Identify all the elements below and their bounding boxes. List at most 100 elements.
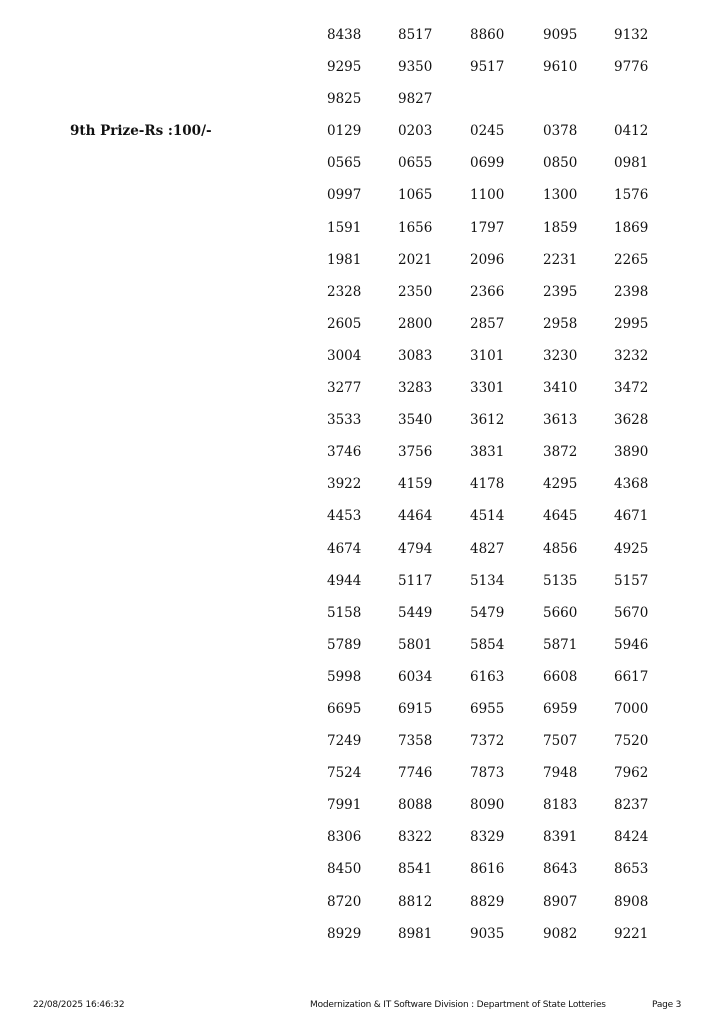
winning-number: 8438 <box>327 27 362 43</box>
winning-number: 4453 <box>327 508 362 525</box>
winning-number: 1981 <box>327 251 362 268</box>
winning-number: 4944 <box>327 572 362 589</box>
winning-number: 8322 <box>398 829 433 846</box>
winning-number: 0129 <box>327 123 362 140</box>
winning-number: 3283 <box>398 380 433 397</box>
winning-number: 1100 <box>470 187 505 204</box>
winning-number: 6695 <box>327 700 362 717</box>
winning-number: 9610 <box>543 59 578 76</box>
winning-number: 8517 <box>398 27 433 43</box>
results-table: 8438 8517 8860 9095 9132 9295 9350 9517 9610 9776… <box>0 27 724 958</box>
winning-number: 2021 <box>398 251 433 268</box>
winning-number: 2800 <box>398 315 433 332</box>
number-row: 3922 4159 4178 4295 4368 <box>0 476 724 508</box>
winning-number: 5998 <box>327 668 362 685</box>
winning-number: 7746 <box>398 765 433 782</box>
number-row: 9825 9827 <box>0 91 724 123</box>
number-row: 8929 8981 9035 9082 9221 <box>0 926 724 958</box>
winning-number: 1065 <box>398 187 433 204</box>
winning-number: 7948 <box>543 765 578 782</box>
winning-number: 7507 <box>543 733 578 750</box>
winning-number: 8616 <box>470 861 505 878</box>
number-row: 3746 3756 3831 3872 3890 <box>0 444 724 476</box>
winning-number: 3746 <box>327 444 362 461</box>
winning-number: 0699 <box>470 155 505 172</box>
winning-number: 9350 <box>398 59 433 76</box>
winning-number: 4514 <box>470 508 505 525</box>
winning-number: 3472 <box>614 380 649 397</box>
winning-number: 5871 <box>543 636 578 653</box>
winning-number: 1869 <box>614 219 649 236</box>
footer-page-number: Page 3 <box>652 1000 682 1010</box>
winning-number: 5479 <box>470 604 505 621</box>
winning-number: 4827 <box>470 540 505 557</box>
winning-number: 8329 <box>470 829 505 846</box>
winning-number: 3922 <box>327 476 362 493</box>
footer-timestamp: 22/08/2025 16:46:32 <box>33 1000 125 1010</box>
winning-number: 8237 <box>614 797 649 814</box>
winning-number: 2857 <box>470 315 505 332</box>
winning-number: 8424 <box>614 829 649 846</box>
number-row: 0997 1065 1100 1300 1576 <box>0 187 724 219</box>
winning-number: 0565 <box>327 155 362 172</box>
winning-number: 8643 <box>543 861 578 878</box>
winning-number: 6617 <box>614 668 649 685</box>
winning-number: 2995 <box>614 315 649 332</box>
winning-number: 2328 <box>327 283 362 300</box>
number-row: 5998 6034 6163 6608 6617 <box>0 669 724 701</box>
number-row: 5789 5801 5854 5871 5946 <box>0 637 724 669</box>
winning-number: 8541 <box>398 861 433 878</box>
winning-number: 2096 <box>470 251 505 268</box>
winning-number: 5134 <box>470 572 505 589</box>
winning-number: 8391 <box>543 829 578 846</box>
winning-number: 3277 <box>327 380 362 397</box>
winning-number: 7249 <box>327 733 362 750</box>
winning-number: 5117 <box>398 572 433 589</box>
number-row: 8306 8322 8329 8391 8424 <box>0 829 724 861</box>
winning-number: 3004 <box>327 347 362 364</box>
winning-number: 8720 <box>327 893 362 910</box>
winning-number: 2395 <box>543 283 578 300</box>
number-row: 8450 8541 8616 8643 8653 <box>0 861 724 893</box>
winning-number: 3756 <box>398 444 433 461</box>
winning-number: 4295 <box>543 476 578 493</box>
winning-number: 2398 <box>614 283 649 300</box>
winning-number: 8829 <box>470 893 505 910</box>
winning-number: 5946 <box>614 636 649 653</box>
winning-number: 1656 <box>398 219 433 236</box>
winning-number: 9132 <box>614 27 649 43</box>
winning-number: 3612 <box>470 412 505 429</box>
winning-number: 8090 <box>470 797 505 814</box>
winning-number: 3831 <box>470 444 505 461</box>
winning-number: 1591 <box>327 219 362 236</box>
winning-number: 6034 <box>398 668 433 685</box>
winning-number: 1859 <box>543 219 578 236</box>
winning-number: 0245 <box>470 123 505 140</box>
winning-number: 1300 <box>543 187 578 204</box>
winning-number: 8812 <box>398 893 433 910</box>
winning-number: 5158 <box>327 604 362 621</box>
number-row: 4674 4794 4827 4856 4925 <box>0 541 724 573</box>
winning-number: 5789 <box>327 636 362 653</box>
winning-number: 4159 <box>398 476 433 493</box>
winning-number: 6955 <box>470 700 505 717</box>
winning-number: 2605 <box>327 315 362 332</box>
winning-number: 9825 <box>327 91 362 108</box>
winning-number: 0412 <box>614 123 649 140</box>
winning-number: 5854 <box>470 636 505 653</box>
winning-number: 9095 <box>543 27 578 43</box>
winning-number: 9776 <box>614 59 649 76</box>
number-row: 7991 8088 8090 8183 8237 <box>0 797 724 829</box>
winning-number: 3872 <box>543 444 578 461</box>
winning-number: 2231 <box>543 251 578 268</box>
winning-number: 7873 <box>470 765 505 782</box>
winning-number: 8908 <box>614 893 649 910</box>
winning-number: 5660 <box>543 604 578 621</box>
winning-number: 3410 <box>543 380 578 397</box>
number-row: 2605 2800 2857 2958 2995 <box>0 316 724 348</box>
winning-number: 5801 <box>398 636 433 653</box>
winning-number: 0655 <box>398 155 433 172</box>
winning-number: 4671 <box>614 508 649 525</box>
winning-number: 5670 <box>614 604 649 621</box>
winning-number: 3628 <box>614 412 649 429</box>
